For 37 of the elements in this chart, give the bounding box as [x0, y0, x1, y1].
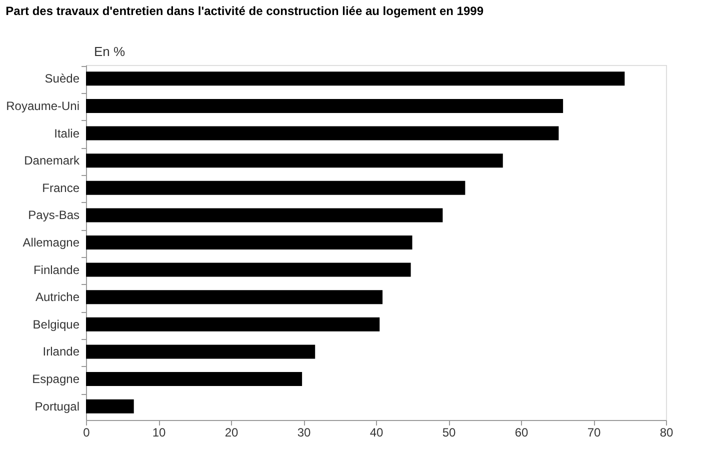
bar: [86, 126, 559, 140]
x-tick-label: 70: [587, 426, 601, 440]
y-tick-label: Suède: [44, 72, 80, 86]
x-tick-label: 0: [83, 426, 90, 440]
x-tick-label: 20: [224, 426, 238, 440]
bar: [86, 399, 134, 414]
x-tick-label: 80: [660, 426, 674, 440]
x-tick-label: 40: [370, 426, 384, 440]
y-tick-label: Irlande: [42, 344, 80, 359]
y-tick-label: Pays-Bas: [28, 208, 80, 222]
bar: [86, 98, 564, 113]
y-tick-label: France: [42, 180, 80, 195]
bar: [86, 344, 316, 359]
y-tick-label: Royaume-Uni: [6, 98, 80, 113]
bar: [86, 290, 383, 304]
bar: [86, 72, 625, 86]
y-tick-label: Allemagne: [22, 236, 80, 250]
bar: [86, 262, 411, 277]
y-tick-label: Danemark: [24, 154, 80, 168]
y-tick-label: Autriche: [35, 290, 80, 304]
y-tick-label: Finlande: [33, 262, 80, 277]
y-tick-label: Portugal: [34, 399, 80, 414]
x-tick-label: 60: [514, 426, 528, 440]
x-tick-label: 50: [442, 426, 456, 440]
bar: [86, 154, 503, 168]
bar: [86, 317, 380, 332]
text: En %: [94, 44, 126, 59]
y-tick-label: Italie: [54, 126, 80, 140]
bar: [86, 236, 412, 250]
bar: [86, 208, 443, 222]
y-tick-label: Espagne: [32, 372, 80, 386]
y-tick-label: Belgique: [32, 317, 80, 332]
x-tick-label: 10: [152, 426, 166, 440]
bar: [86, 372, 302, 386]
chart-title: Part des travaux d'entretien dans l'activité de construction liée au logement en 1999: [6, 4, 484, 18]
bar: [86, 180, 466, 195]
x-tick-label: 30: [297, 426, 311, 440]
